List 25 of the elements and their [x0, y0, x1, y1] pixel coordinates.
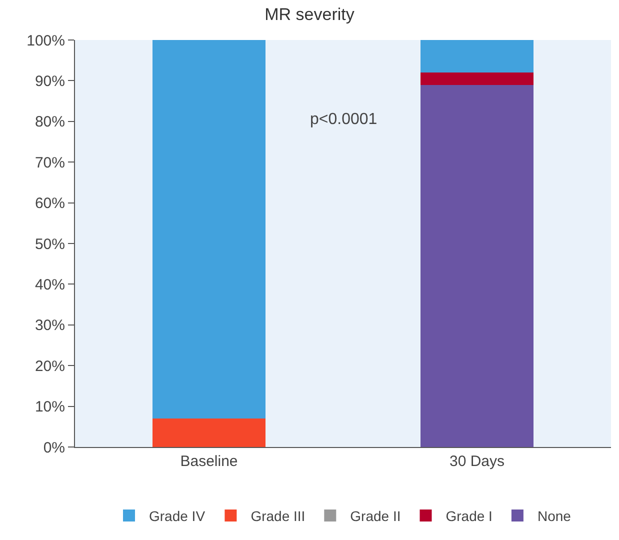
x-tick-label: 30 Days: [449, 453, 505, 470]
y-tick-label: 0%: [43, 439, 65, 456]
y-tick-label: 10%: [34, 398, 65, 416]
legend-label: Grade II: [350, 508, 401, 524]
x-tick-label: Baseline: [180, 453, 238, 470]
bar: [420, 72, 534, 85]
legend-label: None: [537, 508, 572, 524]
bar: [152, 40, 266, 419]
bar: [420, 84, 534, 447]
y-tick-label: 70%: [34, 154, 65, 172]
y-tick-label: 100%: [26, 32, 65, 50]
legend-label: Grade I: [446, 508, 492, 524]
annotation: p<0.0001: [310, 111, 378, 128]
legend-label: Grade III: [250, 508, 306, 524]
y-tick-label: 50%: [34, 236, 65, 253]
legend-label: Grade IV: [149, 508, 206, 524]
y-tick-label: 30%: [34, 317, 65, 334]
y-tick-label: 80%: [34, 114, 65, 131]
y-tick-label: 60%: [34, 195, 65, 212]
y-tick-label: 40%: [34, 276, 65, 294]
bar: [152, 418, 266, 447]
bar: [420, 40, 534, 73]
y-tick-label: 20%: [34, 358, 65, 375]
chart-title: MR severity: [264, 5, 355, 24]
y-tick-label: 90%: [34, 72, 65, 90]
